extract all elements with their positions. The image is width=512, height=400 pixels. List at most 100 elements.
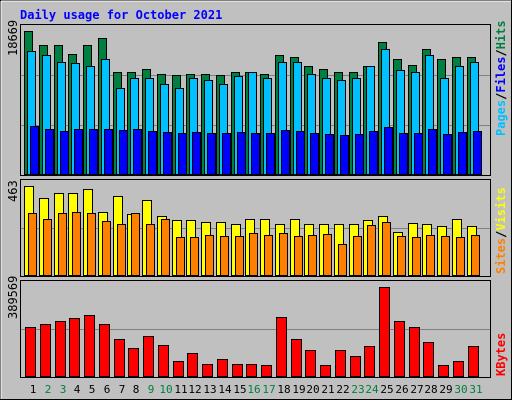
bar-sites-day-21 (323, 234, 332, 276)
day-label-20: 20 (306, 383, 319, 396)
bar-sites-day-8 (131, 213, 140, 276)
bar-sites-day-24 (367, 225, 376, 276)
bar-pages-day-31 (473, 131, 482, 175)
bar-pages-day-30 (458, 132, 467, 175)
bar-sites-day-12 (190, 237, 199, 276)
bar-sites-day-27 (412, 237, 421, 276)
day-label-12: 12 (188, 383, 201, 396)
bar-sites-day-7 (117, 224, 126, 276)
bar-pages-day-22 (340, 135, 349, 175)
day-label-17: 17 (262, 383, 275, 396)
bar-pages-day-25 (384, 127, 393, 175)
kbytes-max-label: 389569 (6, 276, 20, 319)
legend-sites: Sites (494, 238, 508, 274)
day-labels-layer: 1 2 3 4 5 6 7 8 9 10 11 12 13 14 15 16 17 18 19 20 21 22 23 24 2… (30, 383, 483, 396)
bar-sites-day-28 (426, 235, 435, 276)
bar-pages-day-18 (281, 130, 290, 175)
bar-kbytes-day-30 (453, 361, 464, 377)
bar-kbytes-day-1 (25, 327, 36, 377)
day-label-2: 2 (45, 383, 52, 396)
day-label-3: 3 (60, 383, 67, 396)
bar-sites-day-14 (220, 236, 229, 276)
bar-kbytes-day-9 (143, 336, 154, 377)
day-label-7: 7 (119, 383, 126, 396)
bar-pages-day-14 (222, 133, 231, 175)
bar-pages-day-8 (133, 129, 142, 175)
day-label-19: 19 (292, 383, 305, 396)
bar-sites-day-11 (176, 237, 185, 276)
bar-kbytes-day-11 (173, 361, 184, 377)
day-label-21: 21 (321, 383, 334, 396)
bar-sites-day-2 (43, 219, 52, 276)
legend-kbytes: KBytes (494, 333, 508, 376)
bar-kbytes-day-13 (202, 364, 213, 377)
bar-sites-day-10 (161, 219, 170, 276)
bar-pages-day-27 (414, 133, 423, 175)
legend-sep-1: / (494, 93, 508, 100)
day-label-25: 25 (380, 383, 393, 396)
bar-sites-day-31 (471, 235, 480, 276)
bar-sites-day-29 (441, 236, 450, 276)
bar-sites-day-25 (382, 222, 391, 276)
legend-sites-visits: Sites/Visits (494, 187, 508, 274)
legend-files: Files (494, 57, 508, 93)
bar-pages-day-13 (207, 133, 216, 175)
bar-sites-day-22 (338, 244, 347, 276)
bar-sites-day-20 (308, 235, 317, 276)
bar-kbytes-day-26 (394, 321, 405, 377)
bar-kbytes-day-25 (379, 287, 390, 377)
bar-pages-day-7 (119, 130, 128, 175)
bar-pages-day-11 (178, 133, 187, 175)
bar-kbytes-day-22 (335, 350, 346, 377)
day-label-10: 10 (159, 383, 172, 396)
bar-kbytes-day-27 (409, 327, 420, 377)
bar-kbytes-day-2 (40, 324, 51, 377)
day-label-23: 23 (351, 383, 364, 396)
day-label-27: 27 (410, 383, 423, 396)
bar-pages-day-5 (89, 129, 98, 175)
bar-sites-day-30 (456, 237, 465, 276)
day-label-9: 9 (148, 383, 155, 396)
bar-sites-day-16 (249, 233, 258, 276)
bar-sites-day-13 (205, 235, 214, 276)
legend-visits: Visits (494, 187, 508, 230)
day-label-6: 6 (104, 383, 111, 396)
hits-max-label: 18669 (6, 20, 20, 56)
bar-kbytes-day-15 (232, 364, 243, 377)
bars-layer (24, 31, 482, 377)
chart-title: Daily usage for October 2021 (20, 8, 222, 22)
bar-kbytes-day-29 (438, 365, 449, 377)
bar-kbytes-day-4 (69, 318, 80, 377)
bar-sites-day-19 (294, 236, 303, 276)
bar-pages-day-4 (74, 129, 83, 175)
bar-kbytes-day-20 (305, 350, 316, 377)
bar-sites-day-4 (72, 212, 81, 276)
bar-kbytes-day-6 (99, 324, 110, 377)
day-label-8: 8 (133, 383, 140, 396)
bar-pages-day-21 (325, 134, 334, 175)
bar-kbytes-day-17 (261, 365, 272, 377)
bar-kbytes-day-5 (84, 315, 95, 377)
bar-pages-day-24 (369, 131, 378, 175)
bar-sites-day-18 (279, 233, 288, 276)
bar-pages-day-1 (30, 126, 39, 175)
legend-hits: Hits (494, 20, 508, 49)
day-label-11: 11 (174, 383, 187, 396)
bar-pages-day-26 (399, 133, 408, 175)
bar-pages-day-17 (266, 133, 275, 175)
day-label-18: 18 (277, 383, 290, 396)
bar-sites-day-15 (235, 236, 244, 276)
day-label-14: 14 (218, 383, 232, 396)
bar-sites-day-5 (87, 213, 96, 276)
day-label-24: 24 (365, 383, 379, 396)
bar-pages-day-28 (428, 129, 437, 175)
legend-pages: Pages (494, 100, 508, 136)
bar-kbytes-day-3 (55, 321, 66, 377)
bar-kbytes-day-23 (350, 356, 361, 377)
bar-pages-day-6 (104, 129, 113, 175)
bar-kbytes-day-12 (187, 353, 198, 377)
bar-pages-day-12 (192, 132, 201, 175)
bar-sites-day-23 (353, 236, 362, 276)
bar-pages-day-9 (148, 131, 157, 175)
